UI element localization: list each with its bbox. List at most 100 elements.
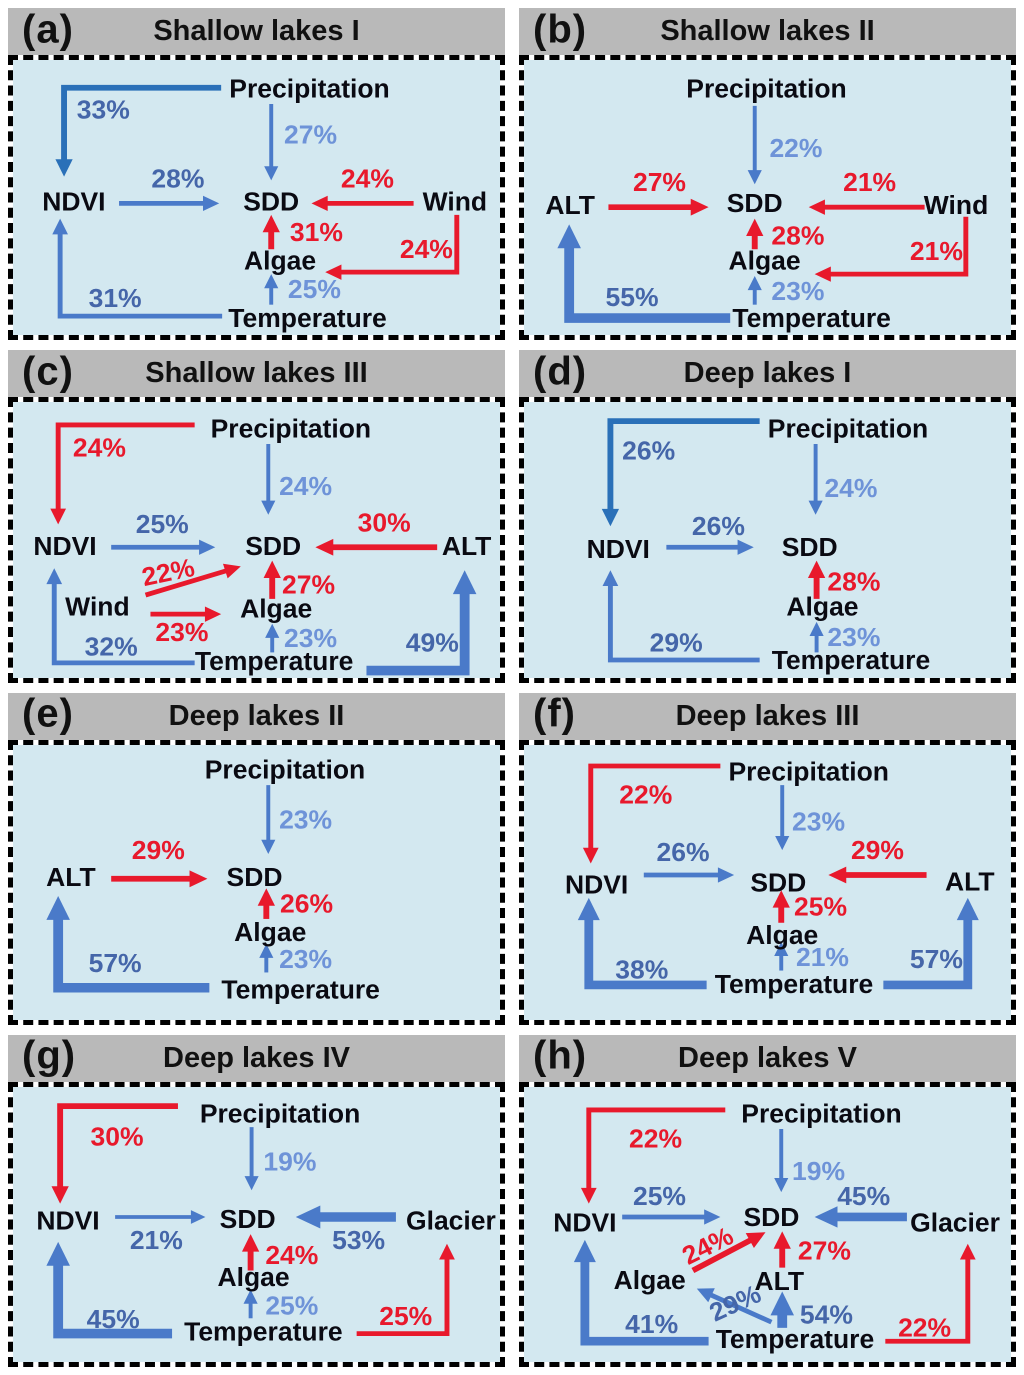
arrow-head [222, 563, 241, 579]
arrow-head [690, 198, 709, 216]
arrow-precipitation-to-sdd: 24% [261, 444, 332, 516]
arrow-temperature-to-algae: 23% [809, 622, 880, 653]
arrow-temperature-to-alt: 57% [46, 895, 210, 993]
arrow-head [325, 264, 342, 280]
arrow-head [773, 1231, 791, 1249]
arrow-head [46, 1241, 70, 1266]
node-sdd: SDD [220, 1204, 276, 1234]
panel-header: (f) Deep lakes III [519, 692, 1016, 740]
panel-title: Deep lakes I [683, 357, 852, 390]
node-precipitation: Precipitation [229, 74, 389, 104]
arrow-temperature-to-algae: 23% [265, 623, 337, 653]
arrow-temperature-to-ndvi: 31% [52, 218, 223, 319]
node-ndvi: NDVI [36, 1206, 99, 1236]
node-algae: Algae [244, 246, 316, 276]
edge-label: 53% [332, 1225, 385, 1255]
arrow-head [262, 214, 280, 233]
arrow-ndvi-to-sdd: 25% [622, 1181, 721, 1225]
arrow-head [557, 224, 581, 249]
arrow-shaft [883, 917, 973, 989]
node-ndvi: NDVI [553, 1208, 616, 1238]
arrow-head [257, 887, 275, 906]
arrow-head [807, 560, 826, 579]
arrow-shaft [564, 246, 731, 323]
arrow-alt-to-sdd: 27% [608, 168, 709, 216]
edge-label: 28% [827, 567, 880, 597]
node-alt: ALT [945, 866, 995, 896]
arrow-head [582, 847, 599, 864]
edge-label: 57% [89, 948, 142, 978]
panel-diagram: 30% 19% 21% 53% 24% 25% 45% 25% Precipitation NDV… [8, 1081, 505, 1367]
edge-label: 32% [85, 632, 138, 662]
node-precipitation: Precipitation [686, 74, 846, 104]
arrow-shaft [584, 917, 707, 989]
arrow-head [774, 941, 789, 956]
arrow-shaft [53, 917, 210, 993]
edge-label: 23% [279, 944, 332, 974]
panel-header: (c) Shallow lakes III [8, 349, 505, 398]
arrow-shaft [708, 1292, 773, 1325]
edge-label: 55% [605, 282, 658, 312]
arrow-shaft [588, 763, 721, 850]
panel-h: (h) Deep lakes V 22% 19% 25% 45% 24% 27% 29% 54% 4… [519, 1033, 1016, 1367]
edge-label: 28% [151, 164, 204, 194]
panel-g: (g) Deep lakes IV 30% 19% 21% 53% 24% 25% 45% 25%… [8, 1034, 505, 1367]
panel-title: Deep lakes III [675, 699, 860, 732]
arrow-algae-to-sdd: 24% [241, 1233, 318, 1271]
node-sdd: SDD [743, 1202, 799, 1232]
arrow-temperature-to-ndvi: 29% [602, 570, 760, 663]
arrow-temperature-to-glacier: 25% [356, 1243, 455, 1336]
arrow-head [737, 539, 754, 556]
arrow-temperature-to-algae: 23% [259, 943, 332, 973]
node-precipitation: Precipitation [200, 1099, 360, 1129]
diagram-canvas: 26% 24% 26% 28% 23% 29% Precipitation NDVI SDD Al… [587, 414, 931, 675]
arrow-head [46, 568, 63, 585]
arrow-head [772, 889, 790, 908]
arrow-temperature-to-algae: 21% [774, 941, 849, 971]
arrow-shaft [885, 1257, 971, 1344]
arrow-head [601, 509, 620, 527]
edge-label: 29% [851, 835, 904, 865]
edge-label: 21% [843, 168, 896, 198]
edge-label: 31% [89, 283, 142, 313]
edge-label: 23% [155, 618, 208, 648]
diagram-canvas: 22% 23% 26% 29%25% 21% 38% 57% Precipitation NDV… [565, 756, 995, 998]
arrow-precipitation-to-sdd: 19% [244, 1126, 316, 1190]
edge-label: 45% [837, 1181, 890, 1211]
arrow-shaft [580, 1260, 709, 1346]
arrow-wind-to-sdd: 24% [311, 164, 414, 212]
arrow-head [747, 170, 762, 185]
edge-label: 21% [910, 236, 963, 266]
arrow-head [50, 508, 67, 525]
arrow-head [808, 500, 823, 516]
edge-label: 22% [769, 133, 822, 163]
node-alt: ALT [442, 532, 492, 562]
panel-header: (b) Shallow lakes II [519, 7, 1016, 55]
arrow-head [52, 218, 68, 235]
arrow-head [199, 539, 216, 556]
panel-diagram: 22% 19% 25% 45% 24% 27% 29% 54% 41% 22% Precipitat… [519, 1081, 1016, 1367]
node-ndvi: NDVI [565, 869, 628, 899]
edge-label: 22% [139, 553, 197, 593]
arrow-head [202, 195, 220, 212]
edge-label: 22% [629, 1124, 682, 1154]
arrow-shaft [356, 1257, 450, 1336]
arrow-alt-to-sdd: 27% [773, 1231, 851, 1268]
arrow-ndvi-to-sdd: 28% [119, 164, 220, 212]
arrow-head [261, 839, 276, 854]
node-ndvi: NDVI [42, 187, 105, 217]
arrow-head [808, 199, 825, 215]
node-temperature: Temperature [221, 974, 380, 1004]
panel-letter: (h) [533, 1033, 588, 1078]
edge-label: 27% [798, 1235, 851, 1265]
arrow-ndvi-to-sdd: 21% [115, 1209, 206, 1254]
node-glacier: Glacier [406, 1206, 496, 1236]
node-sdd: SDD [227, 862, 283, 892]
panel-e: (e) Deep lakes II 23% 29% 26% 23% 57% Precipita… [8, 692, 505, 1025]
panel-diagram: 22% 23% 26% 29% 25% 21% 38% 57% Precipitation NDV… [519, 739, 1016, 1025]
arrow-temperature-to-alt: 54% [770, 1291, 853, 1329]
arrow-head [265, 623, 280, 639]
panel-header: (a) Shallow lakes I [8, 7, 505, 55]
arrow-head [747, 275, 762, 291]
